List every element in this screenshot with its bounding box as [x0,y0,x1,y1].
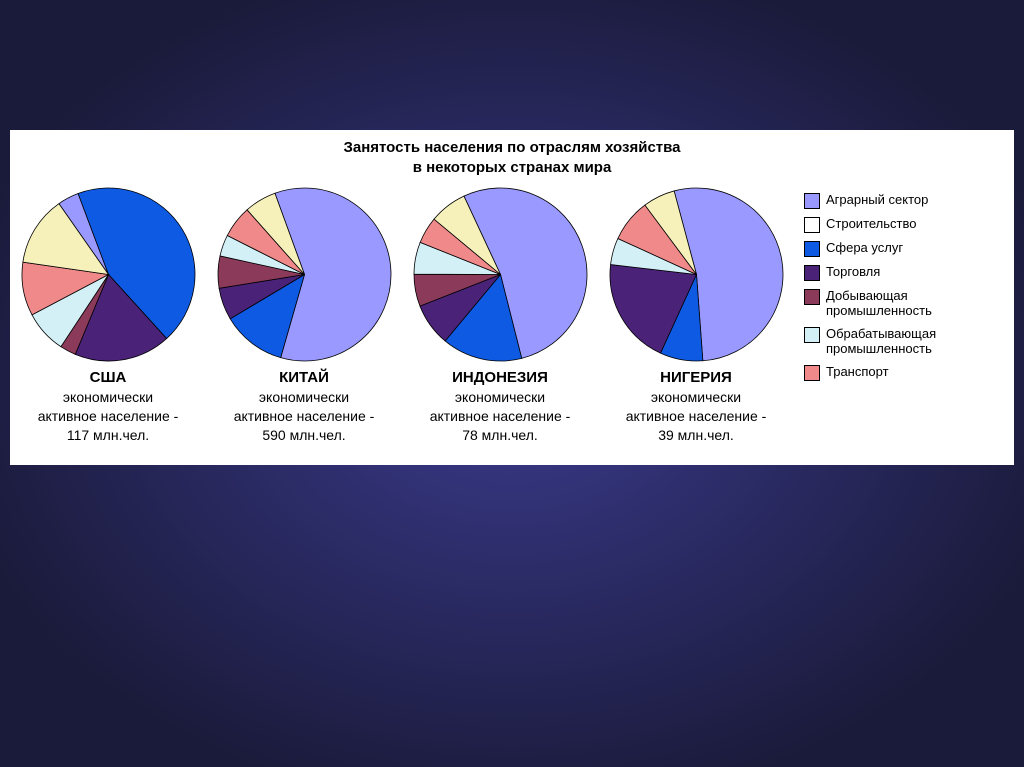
pie-block: КИТАЙэкономическиактивное население -590… [206,187,402,445]
legend-label: Обрабатывающая промышленность [826,327,1006,357]
pie-subtitle-line: экономически [626,388,767,407]
pie-block: ИНДОНЕЗИЯэкономическиактивное население … [402,187,598,445]
legend-label: Транспорт [826,365,889,380]
legend-swatch [804,289,820,305]
pie-subtitle-line: экономически [38,388,179,407]
pies-container: СШАэкономическиактивное население -117 м… [10,187,794,445]
pie-subtitle-line: активное население - [430,407,571,426]
pie-label: КИТАЙэкономическиактивное население -590… [234,368,375,445]
legend-label: Добывающая промышленность [826,289,1006,319]
country-name: ИНДОНЕЗИЯ [430,368,571,388]
pie-subtitle-line: 39 млн.чел. [626,426,767,445]
title-line2: в некоторых странах мира [413,159,612,176]
pie-label: ИНДОНЕЗИЯэкономическиактивное население … [430,368,571,445]
legend-item: Транспорт [804,365,1006,381]
slide-background: Занятость населения по отраслям хозяйств… [0,0,1024,767]
pie-chart [609,187,784,362]
pie-chart [21,187,196,362]
chart-title: Занятость населения по отраслям хозяйств… [10,130,1014,177]
country-name: КИТАЙ [234,368,375,388]
pie-block: НИГЕРИЯэкономическиактивное население -3… [598,187,794,445]
legend-swatch [804,265,820,281]
pie-subtitle-line: 117 млн.чел. [38,426,179,445]
pie-subtitle-line: активное население - [38,407,179,426]
legend-swatch [804,193,820,209]
pie-subtitle-line: активное население - [234,407,375,426]
pie-label: СШАэкономическиактивное население -117 м… [38,368,179,445]
legend-swatch [804,241,820,257]
pie-chart [413,187,588,362]
legend-item: Обрабатывающая промышленность [804,327,1006,357]
legend: Аграрный сектор Строительство Сфера услуг Т… [794,187,1014,381]
country-name: НИГЕРИЯ [626,368,767,388]
title-line1: Занятость населения по отраслям хозяйств… [343,139,680,156]
legend-item: Торговля [804,265,1006,281]
legend-label: Сфера услуг [826,241,903,256]
legend-swatch [804,365,820,381]
legend-label: Строительство [826,217,916,232]
legend-item: Сфера услуг [804,241,1006,257]
legend-item: Строительство [804,217,1006,233]
pie-chart [217,187,392,362]
pie-block: СШАэкономическиактивное население -117 м… [10,187,206,445]
chart-panel: Занятость населения по отраслям хозяйств… [10,130,1014,465]
legend-label: Аграрный сектор [826,193,928,208]
charts-row: СШАэкономическиактивное население -117 м… [10,187,1014,445]
pie-label: НИГЕРИЯэкономическиактивное население -3… [626,368,767,445]
legend-swatch [804,327,820,343]
legend-item: Добывающая промышленность [804,289,1006,319]
pie-subtitle-line: экономически [234,388,375,407]
pie-subtitle-line: экономически [430,388,571,407]
legend-swatch [804,217,820,233]
legend-item: Аграрный сектор [804,193,1006,209]
country-name: США [38,368,179,388]
legend-label: Торговля [826,265,880,280]
pie-subtitle-line: 78 млн.чел. [430,426,571,445]
pie-subtitle-line: 590 млн.чел. [234,426,375,445]
pie-subtitle-line: активное население - [626,407,767,426]
